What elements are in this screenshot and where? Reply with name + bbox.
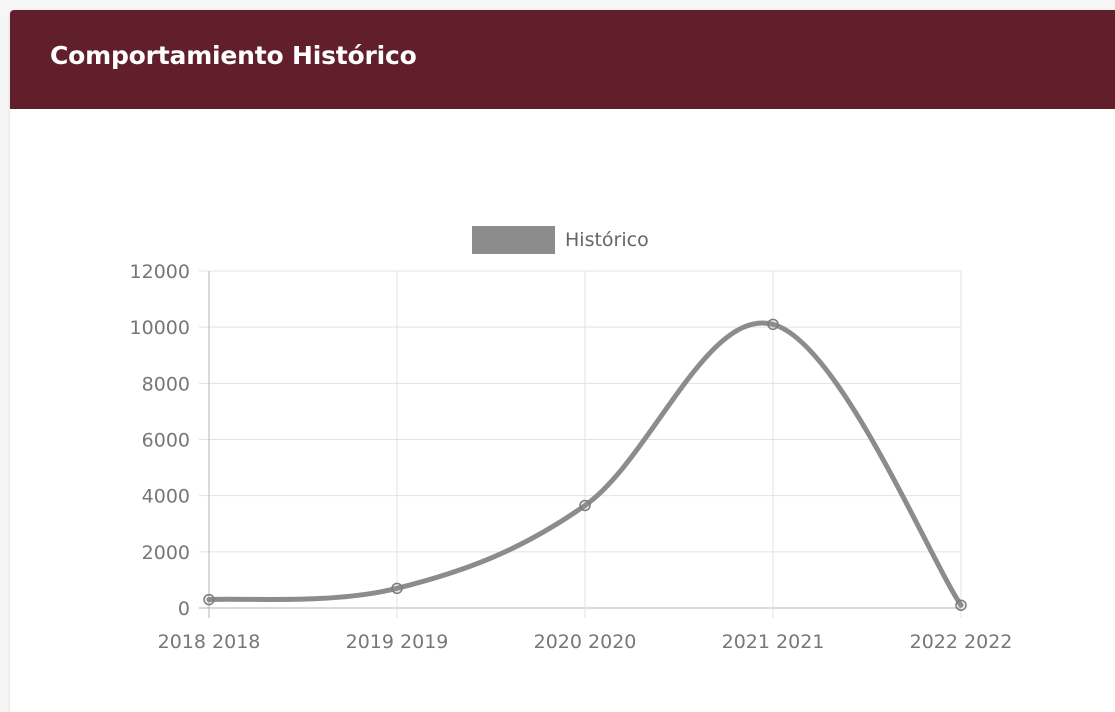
- data-point[interactable]: [579, 499, 591, 512]
- x-tick-label: 2020 2020: [534, 631, 637, 653]
- card-title: Comportamiento Histórico: [50, 41, 417, 70]
- data-point[interactable]: [391, 582, 403, 595]
- chart-legend[interactable]: Histórico: [472, 226, 649, 254]
- data-point[interactable]: [955, 599, 967, 611]
- chart-axes: 0 2000 4000 6000 8000 10000 12000 2018 2018 2019…: [130, 261, 1013, 653]
- y-tick-label: 0: [178, 598, 190, 620]
- y-tick-label: 4000: [142, 486, 190, 508]
- card-header: Comportamiento Histórico: [10, 10, 1115, 109]
- x-tick-label: 2019 2019: [346, 631, 449, 653]
- chart-series: [203, 318, 967, 611]
- x-tick-label: 2022 2022: [910, 631, 1013, 653]
- series-line-historico: [206, 320, 964, 608]
- legend-label[interactable]: Histórico: [565, 229, 649, 251]
- chart-grid: [199, 270, 962, 618]
- x-tick-label: 2021 2021: [722, 631, 825, 653]
- y-tick-label: 10000: [130, 317, 190, 339]
- y-tick-label: 6000: [142, 430, 190, 452]
- y-tick-label: 8000: [142, 373, 190, 395]
- y-tick-label: 12000: [130, 261, 190, 283]
- legend-swatch[interactable]: [472, 226, 555, 254]
- historical-chart-card: Comportamiento Histórico: [10, 10, 1115, 712]
- data-point[interactable]: [203, 593, 215, 606]
- data-point[interactable]: [767, 318, 779, 331]
- y-tick-label: 2000: [142, 542, 190, 564]
- x-tick-label: 2018 2018: [158, 631, 261, 653]
